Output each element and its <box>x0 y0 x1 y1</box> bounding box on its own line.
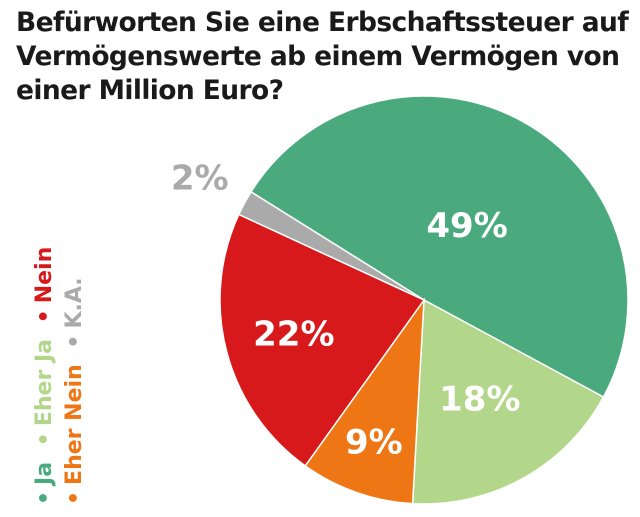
legend-row-2: • Eher Nein • K.A. <box>60 239 90 505</box>
pie-slice-k-a <box>237 190 425 301</box>
chart-title: Befürworten Sie eine Erbschaftssteuer au… <box>16 6 636 108</box>
legend-item-eher-nein: • Eher Nein <box>62 364 87 505</box>
pie-slices <box>219 95 629 505</box>
data-label-ja: 49% <box>426 206 507 246</box>
legend-bullet-eher-nein: • <box>62 490 87 505</box>
pie-slice-ja <box>249 95 629 399</box>
pie-labels: 49% 18% 9% 22% 2% <box>171 159 521 463</box>
legend-bullet-ka: • <box>62 334 87 349</box>
data-label-nein: 22% <box>253 314 334 354</box>
legend-bullet-ja: • <box>32 490 57 505</box>
legend-item-eher-ja: • Eher Ja <box>32 339 57 446</box>
chart-title-line-3: einer Million Euro? <box>16 75 284 106</box>
pie-slice-nein <box>219 213 426 467</box>
chart-title-line-2: Vermögenswerte ab einem Vermögen von <box>16 41 620 72</box>
data-label-k-a: 2% <box>171 159 229 199</box>
chart-title-line-1: Befürworten Sie eine Erbschaftssteuer au… <box>16 7 629 38</box>
legend-bullet-nein: • <box>32 309 57 324</box>
legend-row-1: • Ja • Eher Ja • Nein <box>30 239 60 505</box>
legend-label-ka: K.A. <box>62 277 87 329</box>
data-label-eher-ja: 18% <box>439 380 520 420</box>
pie-slice-eher-nein <box>304 297 425 505</box>
legend-label-eher-ja: Eher Ja <box>32 339 57 427</box>
data-label-eher-nein: 9% <box>345 422 403 462</box>
legend-item-ja: • Ja <box>32 462 57 505</box>
legend-bullet-eher-ja: • <box>32 432 57 447</box>
legend-item-nein: • Nein <box>32 247 57 324</box>
legend-label-eher-nein: Eher Nein <box>62 364 87 485</box>
legend-item-ka: • K.A. <box>62 277 87 348</box>
pie-slice-eher-ja <box>411 298 605 505</box>
legend-label-ja: Ja <box>32 461 57 485</box>
legend: • Ja • Eher Ja • Nein • Eher Nein • K.A. <box>30 239 90 505</box>
legend-label-nein: Nein <box>32 246 57 304</box>
